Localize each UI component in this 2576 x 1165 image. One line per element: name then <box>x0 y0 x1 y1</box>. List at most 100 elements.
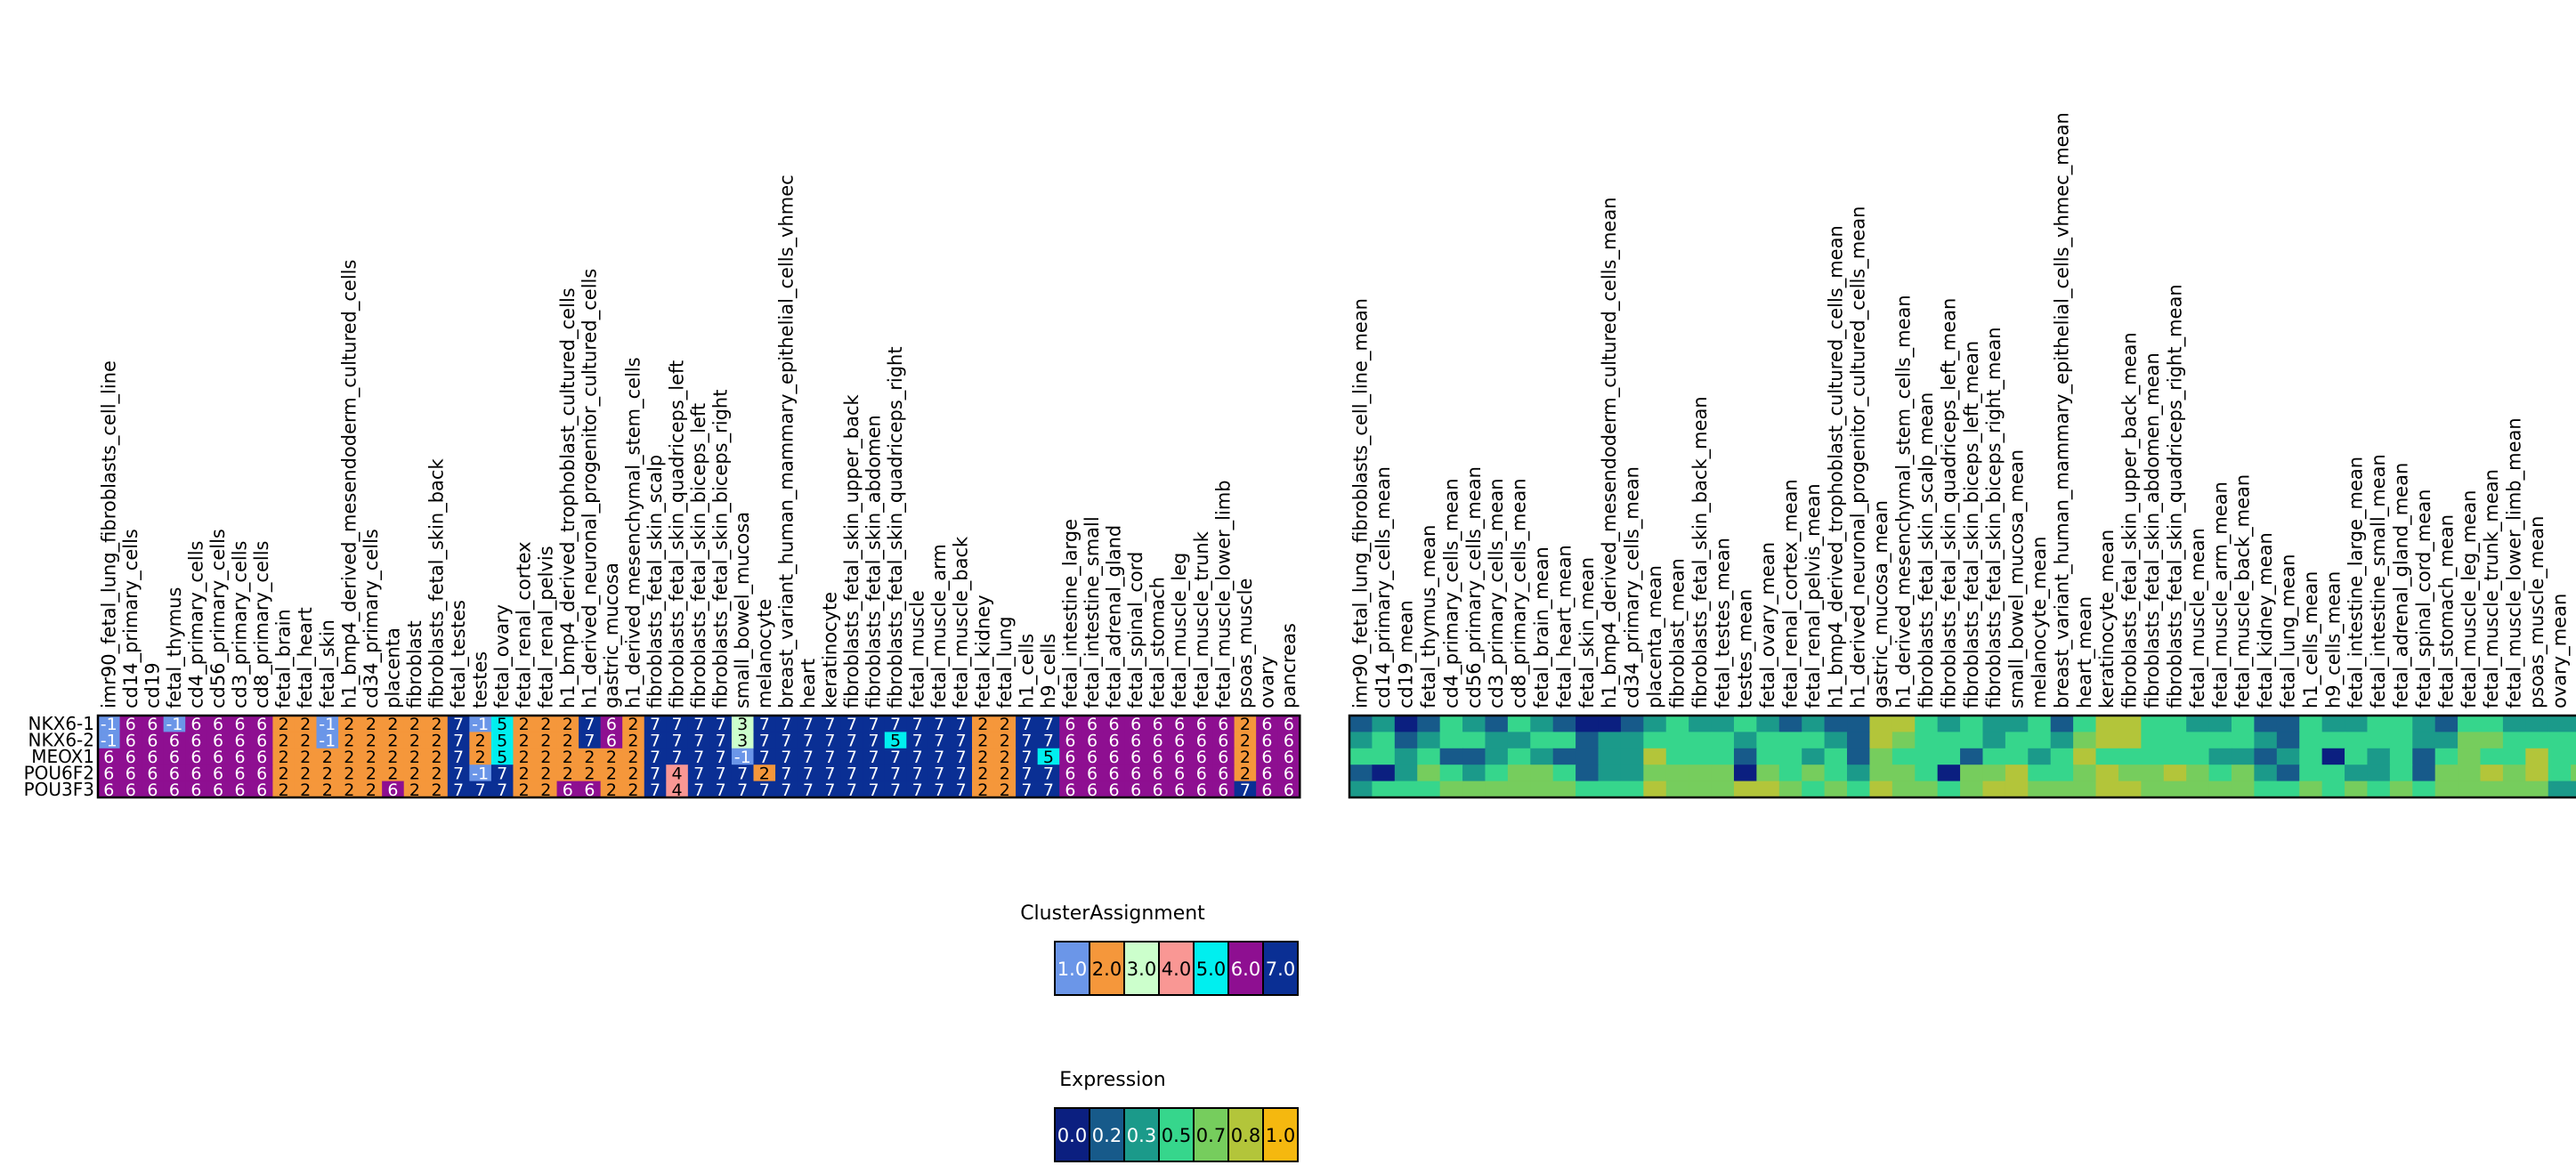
heatmap-cell <box>556 765 579 782</box>
column-label: fibroblasts_fetal_skin_biceps_right <box>710 390 733 708</box>
heatmap-cell <box>185 716 208 732</box>
cell-label: 7 <box>912 732 923 751</box>
cell-label: 2 <box>475 748 486 767</box>
heatmap-cell <box>2480 716 2504 732</box>
cell-label: 7 <box>1021 748 1032 767</box>
cell-label: 7 <box>890 748 901 767</box>
cell-label: 7 <box>759 715 770 734</box>
cell-label: 6 <box>190 748 201 767</box>
column-label: cd14_primary_cells_mean <box>1373 466 1395 708</box>
heatmap-cell <box>1778 732 1802 749</box>
heatmap-cell <box>1507 781 1531 798</box>
heatmap-cell <box>775 781 798 798</box>
heatmap-cell <box>338 748 361 765</box>
heatmap-cell <box>2367 716 2391 732</box>
heatmap-cell <box>1530 732 1554 749</box>
cell-label: 2 <box>628 732 638 751</box>
cell-label: 4 <box>672 764 683 783</box>
column-label: fetal_muscle <box>907 590 929 708</box>
cell-label: 2 <box>606 781 617 800</box>
column-label: placenta <box>382 627 403 708</box>
heatmap-cell <box>1824 765 1848 782</box>
cell-label: 7 <box>934 748 944 767</box>
heatmap-cell <box>1665 781 1689 798</box>
heatmap-cell <box>2118 781 2142 798</box>
heatmap-cell <box>2525 781 2549 798</box>
heatmap-cell <box>644 781 667 798</box>
heatmap-cell <box>1059 716 1082 732</box>
cluster-legend-label: 3.0 <box>1127 959 1156 980</box>
heatmap-cell <box>338 732 361 749</box>
heatmap-cell <box>2005 716 2029 732</box>
cell-label: 7 <box>912 748 923 767</box>
cell-label: 5 <box>1043 748 1054 767</box>
cell-label: 2 <box>540 715 551 734</box>
column-label: heart_mean <box>2074 596 2096 708</box>
column-label: fetal_thymus <box>164 587 186 708</box>
heatmap-cell <box>731 732 755 749</box>
heatmap-cell <box>1212 732 1235 749</box>
heatmap-cell <box>513 732 536 749</box>
heatmap-cell <box>797 748 820 765</box>
cluster-legend-label: 1.0 <box>1057 959 1087 980</box>
cell-label: 6 <box>1261 715 1272 734</box>
column-label: cd19_mean <box>1396 600 1418 708</box>
cell-label: 6 <box>1130 781 1141 800</box>
heatmap-cell <box>2231 716 2255 732</box>
heatmap-cell <box>1756 748 1780 765</box>
cell-label: 6 <box>190 781 201 800</box>
column-label: fetal_muscle_back_mean <box>2232 474 2255 708</box>
cell-label: 2 <box>279 715 289 734</box>
heatmap-cell <box>1847 732 1871 749</box>
column-label: fetal_spinal_cord <box>1125 552 1147 708</box>
heatmap-cell <box>819 748 842 765</box>
heatmap-cell <box>229 732 252 749</box>
heatmap-cell <box>2389 732 2413 749</box>
cell-label: 4 <box>672 781 683 800</box>
heatmap-cell <box>250 765 273 782</box>
heatmap-cell <box>2276 716 2300 732</box>
cell-label: 2 <box>344 764 354 783</box>
cell-label: 6 <box>126 715 136 734</box>
heatmap-cell <box>1802 748 1826 765</box>
heatmap-cell <box>928 716 952 732</box>
heatmap-cell <box>1552 748 1576 765</box>
column-label: cd56_primary_cells_mean <box>1463 466 1486 708</box>
heatmap-cell <box>1168 748 1192 765</box>
column-label: fibroblasts_fetal_skin_abdomen_mean <box>2142 352 2164 708</box>
cell-label: 6 <box>147 781 158 800</box>
column-label: fetal_heart <box>295 607 317 708</box>
heatmap-cell <box>1485 732 1509 749</box>
heatmap-cell <box>1552 765 1576 782</box>
heatmap-cell <box>1103 765 1126 782</box>
expression-legend-swatch <box>1054 1107 1090 1162</box>
heatmap-cell <box>2005 765 2029 782</box>
heatmap-cell <box>2502 748 2526 765</box>
expression-legend-label: 0.5 <box>1162 1125 1191 1146</box>
cell-label: 6 <box>235 764 246 783</box>
heatmap-cell <box>2458 716 2482 732</box>
heatmap-cell <box>731 781 755 798</box>
heatmap-cell <box>2525 748 2549 765</box>
cell-label: 7 <box>497 764 507 783</box>
heatmap-cell <box>2118 748 2142 765</box>
heatmap-cell <box>687 732 710 749</box>
heatmap-cell <box>142 781 165 798</box>
column-label: h1_derived_neuronal_progenitor_cultured_… <box>1848 206 1870 708</box>
heatmap-cell <box>535 781 558 798</box>
heatmap-cell <box>2050 748 2074 765</box>
column-label: fetal_renal_cortex_mean <box>1779 479 1802 708</box>
cell-label: 7 <box>803 781 814 800</box>
cell-label: 6 <box>213 764 223 783</box>
cell-label: 7 <box>934 715 944 734</box>
column-label: fibroblast_mean <box>1666 558 1689 708</box>
column-label: fetal_muscle_arm <box>928 544 951 708</box>
heatmap-cell <box>2571 765 2576 782</box>
heatmap-cell <box>425 781 449 798</box>
heatmap-cell <box>250 716 273 732</box>
heatmap-cell <box>1081 732 1104 749</box>
cell-label: 2 <box>540 732 551 751</box>
heatmap-cell <box>142 748 165 765</box>
cell-label: 2 <box>300 764 311 783</box>
heatmap-cell <box>622 781 645 798</box>
